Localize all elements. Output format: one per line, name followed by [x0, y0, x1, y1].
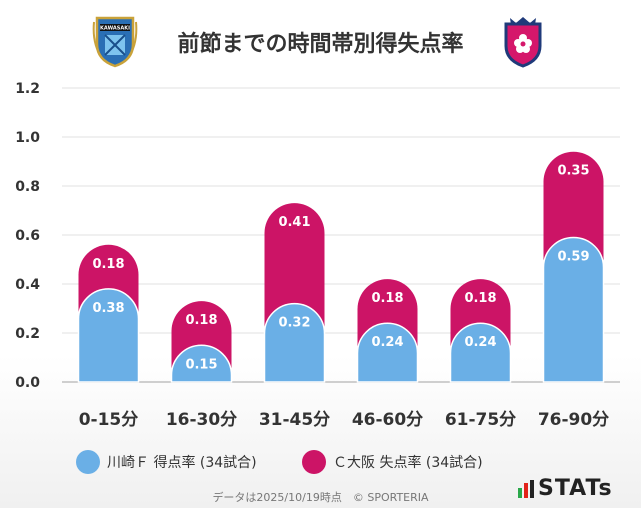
- x-tick-label: 31-45分: [259, 410, 330, 430]
- y-tick-label: 1.0: [15, 130, 40, 146]
- y-tick-label: 0.8: [15, 179, 40, 195]
- legend-item-cerezo: Ｃ大阪 失点率 (34試合): [302, 448, 483, 476]
- x-tick-label: 0-15分: [79, 410, 139, 430]
- legend-swatch-cerezo: [302, 450, 326, 474]
- y-tick-label: 0.0: [15, 375, 40, 391]
- data-label-scored: 0.59: [557, 249, 589, 264]
- data-label-conceded: 0.18: [464, 291, 496, 306]
- stats-bars-icon: [518, 479, 534, 498]
- stats-logo: STATs: [518, 476, 613, 501]
- bar-segment-scored: [263, 302, 326, 383]
- data-label-conceded: 0.18: [185, 313, 217, 328]
- y-tick-label: 0.2: [15, 326, 40, 342]
- crest-text: KAWASAKI: [100, 26, 130, 32]
- bar-segment-scored: [77, 288, 140, 383]
- x-tick-label: 46-60分: [352, 410, 423, 430]
- footer-note: データは2025/10/19時点 © SPORTERIA: [212, 491, 429, 504]
- legend-swatch-frontale: [76, 450, 100, 474]
- grid-lines: [62, 87, 620, 383]
- legend-label-frontale: 川崎Ｆ 得点率 (34試合): [107, 455, 257, 471]
- x-tick-label: 76-90分: [538, 410, 609, 430]
- chart-title: 前節までの時間帯別得失点率: [177, 32, 464, 57]
- data-label-conceded: 0.35: [557, 164, 589, 179]
- data-labels: 0.38 0.18 0.15 0.18 0.32 0.41 0.24 0.18 0.24 0.18…: [92, 164, 589, 373]
- legend-item-frontale: 川崎Ｆ 得点率 (34試合): [76, 448, 257, 476]
- data-label-scored: 0.24: [464, 335, 496, 350]
- bar-segment-scored: [449, 322, 512, 383]
- bar-segment-scored: [170, 344, 233, 383]
- data-label-scored: 0.15: [185, 357, 217, 372]
- bars: [77, 151, 605, 383]
- bar-segment-scored: [542, 236, 605, 383]
- cerezo-osaka-crest-icon: [504, 17, 542, 68]
- chart-canvas: 0.00.20.40.60.81.01.2 0.380.180.150.18 0.…: [15, 81, 620, 430]
- kawasaki-frontale-crest-icon: KAWASAKI: [92, 16, 138, 68]
- y-tick-label: 0.4: [15, 277, 40, 293]
- data-label-scored: 0.38: [92, 301, 124, 316]
- data-label-conceded: 0.18: [371, 291, 403, 306]
- data-label-conceded: 0.41: [278, 215, 310, 230]
- y-tick-label: 0.6: [15, 228, 40, 244]
- data-label-conceded: 0.18: [92, 257, 124, 272]
- legend-label-cerezo: Ｃ大阪 失点率 (34試合): [333, 455, 483, 471]
- x-tick-label: 16-30分: [166, 410, 237, 430]
- data-label-scored: 0.32: [278, 316, 310, 331]
- y-tick-label: 1.2: [15, 81, 40, 97]
- x-axis-ticks: 0-15分 16-30分 31-45分 46-60分 61-75分 76-90分: [79, 410, 609, 430]
- data-label-scored: 0.24: [371, 335, 403, 350]
- stats-brand-text: STATs: [538, 476, 613, 501]
- y-axis-ticks: 0.0 0.2 0.4 0.6 0.8 1.0 1.2: [15, 81, 40, 391]
- bar-segment-scored: [356, 322, 419, 383]
- x-tick-label: 61-75分: [445, 410, 516, 430]
